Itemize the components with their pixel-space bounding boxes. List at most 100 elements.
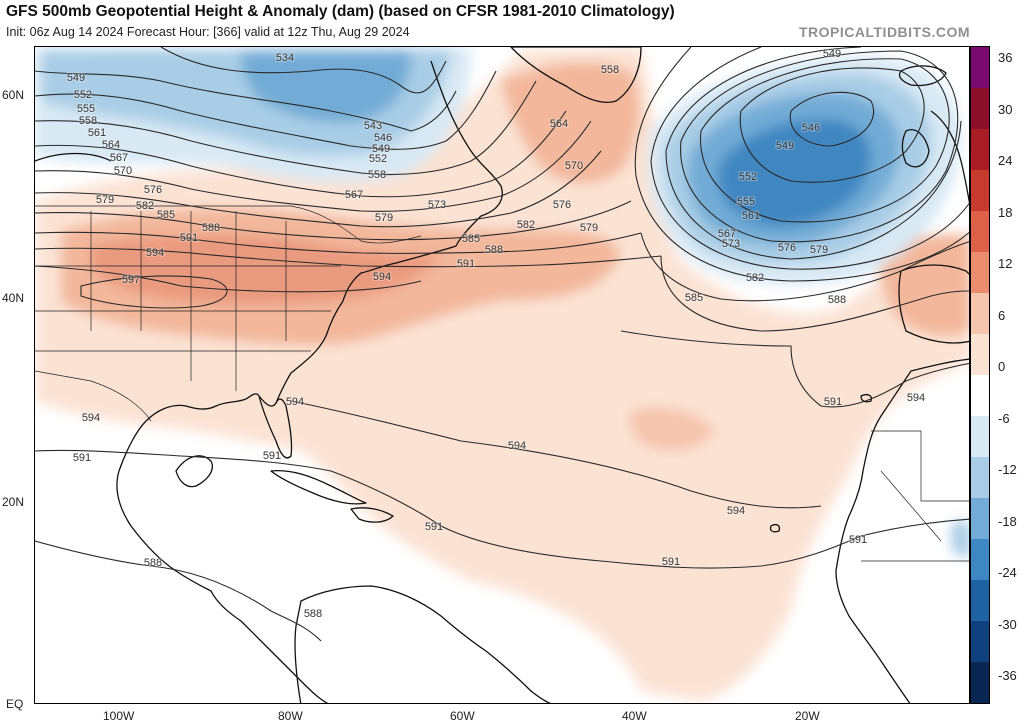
contour-label: 579 bbox=[96, 194, 114, 206]
colorbar-tick-label: -30 bbox=[998, 616, 1017, 632]
contour-label: 561 bbox=[88, 127, 106, 139]
british-isles bbox=[901, 129, 930, 168]
contour-label: 591 bbox=[425, 521, 443, 533]
contour-nea-555 bbox=[699, 58, 950, 223]
contour-label: 576 bbox=[778, 242, 796, 254]
contour-label: 591 bbox=[263, 450, 281, 462]
contour-label: 594 bbox=[907, 392, 925, 404]
colorbar-swatch bbox=[971, 293, 989, 335]
contour-588-south bbox=[35, 540, 322, 642]
lon-label-60w: 60W bbox=[450, 709, 475, 723]
iberia bbox=[898, 264, 969, 344]
contour-label: 561 bbox=[742, 210, 760, 222]
south-america bbox=[294, 585, 551, 703]
positive-anomaly-greenland bbox=[501, 62, 640, 184]
contour-534 bbox=[160, 47, 447, 94]
contour-561 bbox=[35, 110, 567, 198]
contour-594 bbox=[35, 265, 422, 293]
height-contours bbox=[35, 47, 969, 642]
boundary-us-mexico bbox=[35, 370, 152, 422]
contour-594-mid bbox=[290, 400, 822, 509]
hispaniola bbox=[350, 507, 394, 523]
europe-coast bbox=[930, 110, 969, 204]
contour-label: 573 bbox=[722, 238, 740, 250]
contour-label: 594 bbox=[286, 396, 304, 408]
canary-islands bbox=[860, 394, 873, 403]
contour-label: 558 bbox=[79, 115, 97, 127]
lat-label-eq: EQ bbox=[6, 697, 24, 711]
contour-label: 567 bbox=[345, 189, 363, 201]
contour-597 bbox=[80, 275, 228, 309]
contour-label: 552 bbox=[739, 171, 757, 183]
contour-label: 588 bbox=[202, 222, 220, 234]
contour-label: 594 bbox=[508, 440, 526, 452]
contour-label: 588 bbox=[485, 244, 503, 256]
contour-label: 564 bbox=[550, 118, 568, 130]
contour-label: 534 bbox=[276, 52, 294, 64]
contour-label: 582 bbox=[746, 272, 764, 284]
contour-label: 549 bbox=[372, 143, 390, 155]
lon-label-80w: 80W bbox=[278, 709, 303, 723]
contour-label: 597 bbox=[122, 274, 140, 286]
contour-nea-579 bbox=[634, 47, 969, 282]
contour-nea-561 bbox=[680, 50, 959, 243]
contour-label: 546 bbox=[802, 122, 820, 134]
contour-543 bbox=[35, 70, 457, 132]
contour-588-east bbox=[660, 255, 969, 332]
boundary-grid-2 bbox=[35, 265, 341, 352]
colorbar-tick-label: 24 bbox=[998, 153, 1013, 168]
lat-label-40n: 40N bbox=[2, 291, 25, 305]
colorbar-swatch bbox=[971, 662, 989, 704]
contour-label: 588 bbox=[144, 557, 162, 569]
contour-nea-567 bbox=[665, 47, 962, 260]
colorbar-tick-label: -36 bbox=[998, 668, 1017, 683]
contour-label: 576 bbox=[553, 199, 571, 211]
contour-label: 558 bbox=[601, 64, 619, 76]
colorbar-swatch bbox=[971, 252, 989, 294]
colorbar-tick-label: -18 bbox=[998, 513, 1017, 529]
contour-591-east bbox=[620, 330, 969, 408]
colorbar-swatch bbox=[971, 416, 989, 458]
colorbar-swatch bbox=[971, 47, 989, 89]
colorbar-tick-label: -24 bbox=[998, 565, 1017, 580]
contour-label: 591 bbox=[662, 556, 680, 568]
contour-579 bbox=[35, 200, 632, 241]
contour-555 bbox=[35, 80, 537, 176]
contour-nea-549 bbox=[739, 67, 925, 183]
lat-label-60n: 60N bbox=[2, 88, 25, 102]
contour-label: 564 bbox=[102, 139, 120, 151]
contour-label: 567 bbox=[718, 228, 736, 240]
contour-label: 552 bbox=[369, 153, 387, 165]
contour-label: 570 bbox=[114, 165, 132, 177]
greenland bbox=[510, 47, 642, 103]
contour-567 bbox=[35, 120, 592, 212]
lat-label-20n: 20N bbox=[2, 495, 25, 509]
contour-label: 591 bbox=[457, 258, 475, 270]
map-subtitle: Init: 06z Aug 14 2024 Forecast Hour: [36… bbox=[6, 25, 410, 39]
colorbar-swatch bbox=[971, 170, 989, 212]
negative-anomaly-africa bbox=[951, 520, 969, 558]
colorbar-tick-label: 18 bbox=[998, 204, 1013, 220]
contour-label: 594 bbox=[82, 412, 100, 424]
colorbar-swatch bbox=[971, 498, 989, 540]
contour-label: 585 bbox=[462, 233, 480, 245]
boundary-africa bbox=[861, 430, 969, 562]
contour-label: 576 bbox=[144, 184, 162, 196]
cape-verde bbox=[769, 524, 781, 533]
contour-585 bbox=[35, 231, 642, 254]
colorbar-tick-label: 30 bbox=[998, 101, 1013, 117]
contour-label: 552 bbox=[74, 89, 92, 101]
colorbar bbox=[970, 46, 990, 704]
contour-label: 591 bbox=[824, 396, 842, 408]
contour-585-east bbox=[640, 232, 969, 302]
contour-573 bbox=[35, 150, 602, 228]
lon-label-40w: 40W bbox=[622, 709, 647, 723]
positive-anomaly-atlantic bbox=[629, 407, 716, 451]
brand-watermark: TROPICALTIDBITS.COM bbox=[798, 24, 970, 40]
contour-label: 588 bbox=[828, 294, 846, 306]
contour-label: 558 bbox=[368, 169, 386, 181]
contour-nea-546 bbox=[789, 91, 875, 147]
contour-label: 585 bbox=[685, 292, 703, 304]
contour-label: 549 bbox=[67, 72, 85, 84]
